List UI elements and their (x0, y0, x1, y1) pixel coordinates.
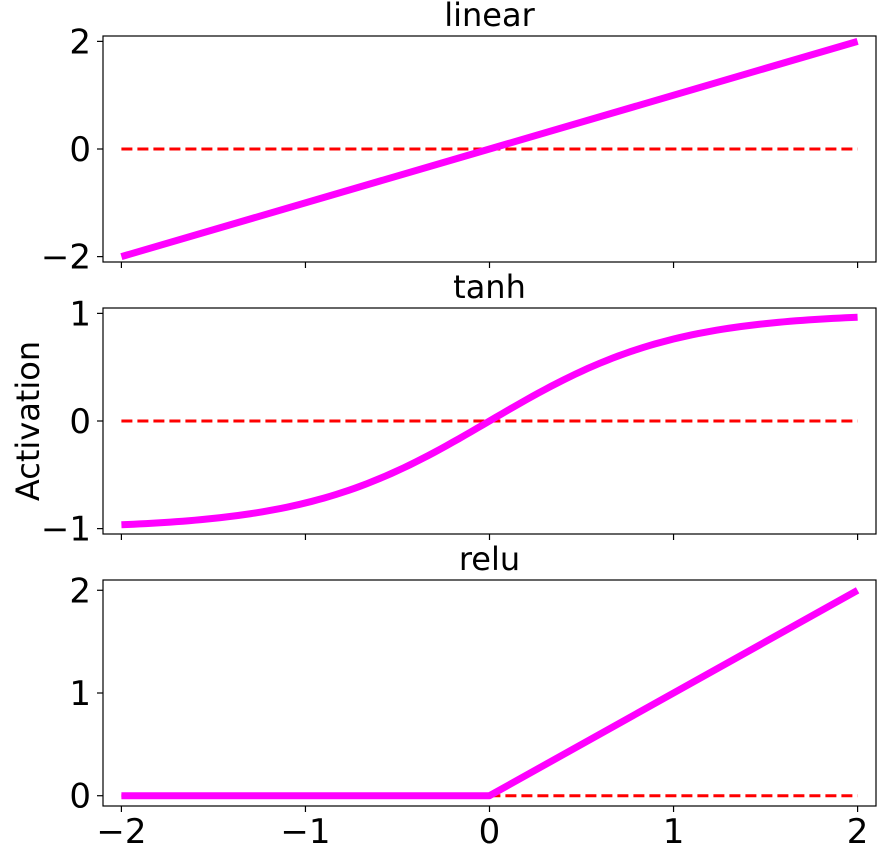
subplot-title: relu (459, 540, 520, 578)
y-tick-label: 0 (69, 130, 91, 170)
x-tick-label: −1 (280, 812, 330, 849)
y-tick-label: 2 (69, 571, 91, 611)
figure-ylabel: Activation (9, 341, 47, 501)
subplot-relu: −2 −1 0 1 2 0 1 2 relu (69, 540, 877, 849)
axes-frame (102, 579, 877, 807)
y-tick-label: 0 (69, 777, 91, 817)
y-tick-label: 2 (69, 22, 91, 62)
x-tick-label: 2 (847, 812, 869, 849)
y-tick-label: −2 (41, 238, 91, 278)
x-tick-label: −2 (96, 812, 146, 849)
series-linear-line (120, 38, 859, 260)
x-tick-label: 0 (479, 812, 501, 849)
subplot-title: tanh (453, 268, 526, 306)
x-tick-label: 1 (663, 812, 685, 849)
series-relu-line (121, 587, 860, 800)
y-tick-label: 0 (69, 402, 91, 442)
y-tick-label: −1 (41, 510, 91, 550)
subplot-linear: −2 0 2 linear (41, 0, 877, 278)
subplot-tanh: −1 0 1 tanh (41, 268, 877, 550)
y-tick-label: 1 (69, 294, 91, 334)
series-tanh-line (121, 313, 858, 529)
subplot-title: linear (444, 0, 535, 34)
y-tick-label: 1 (69, 674, 91, 714)
